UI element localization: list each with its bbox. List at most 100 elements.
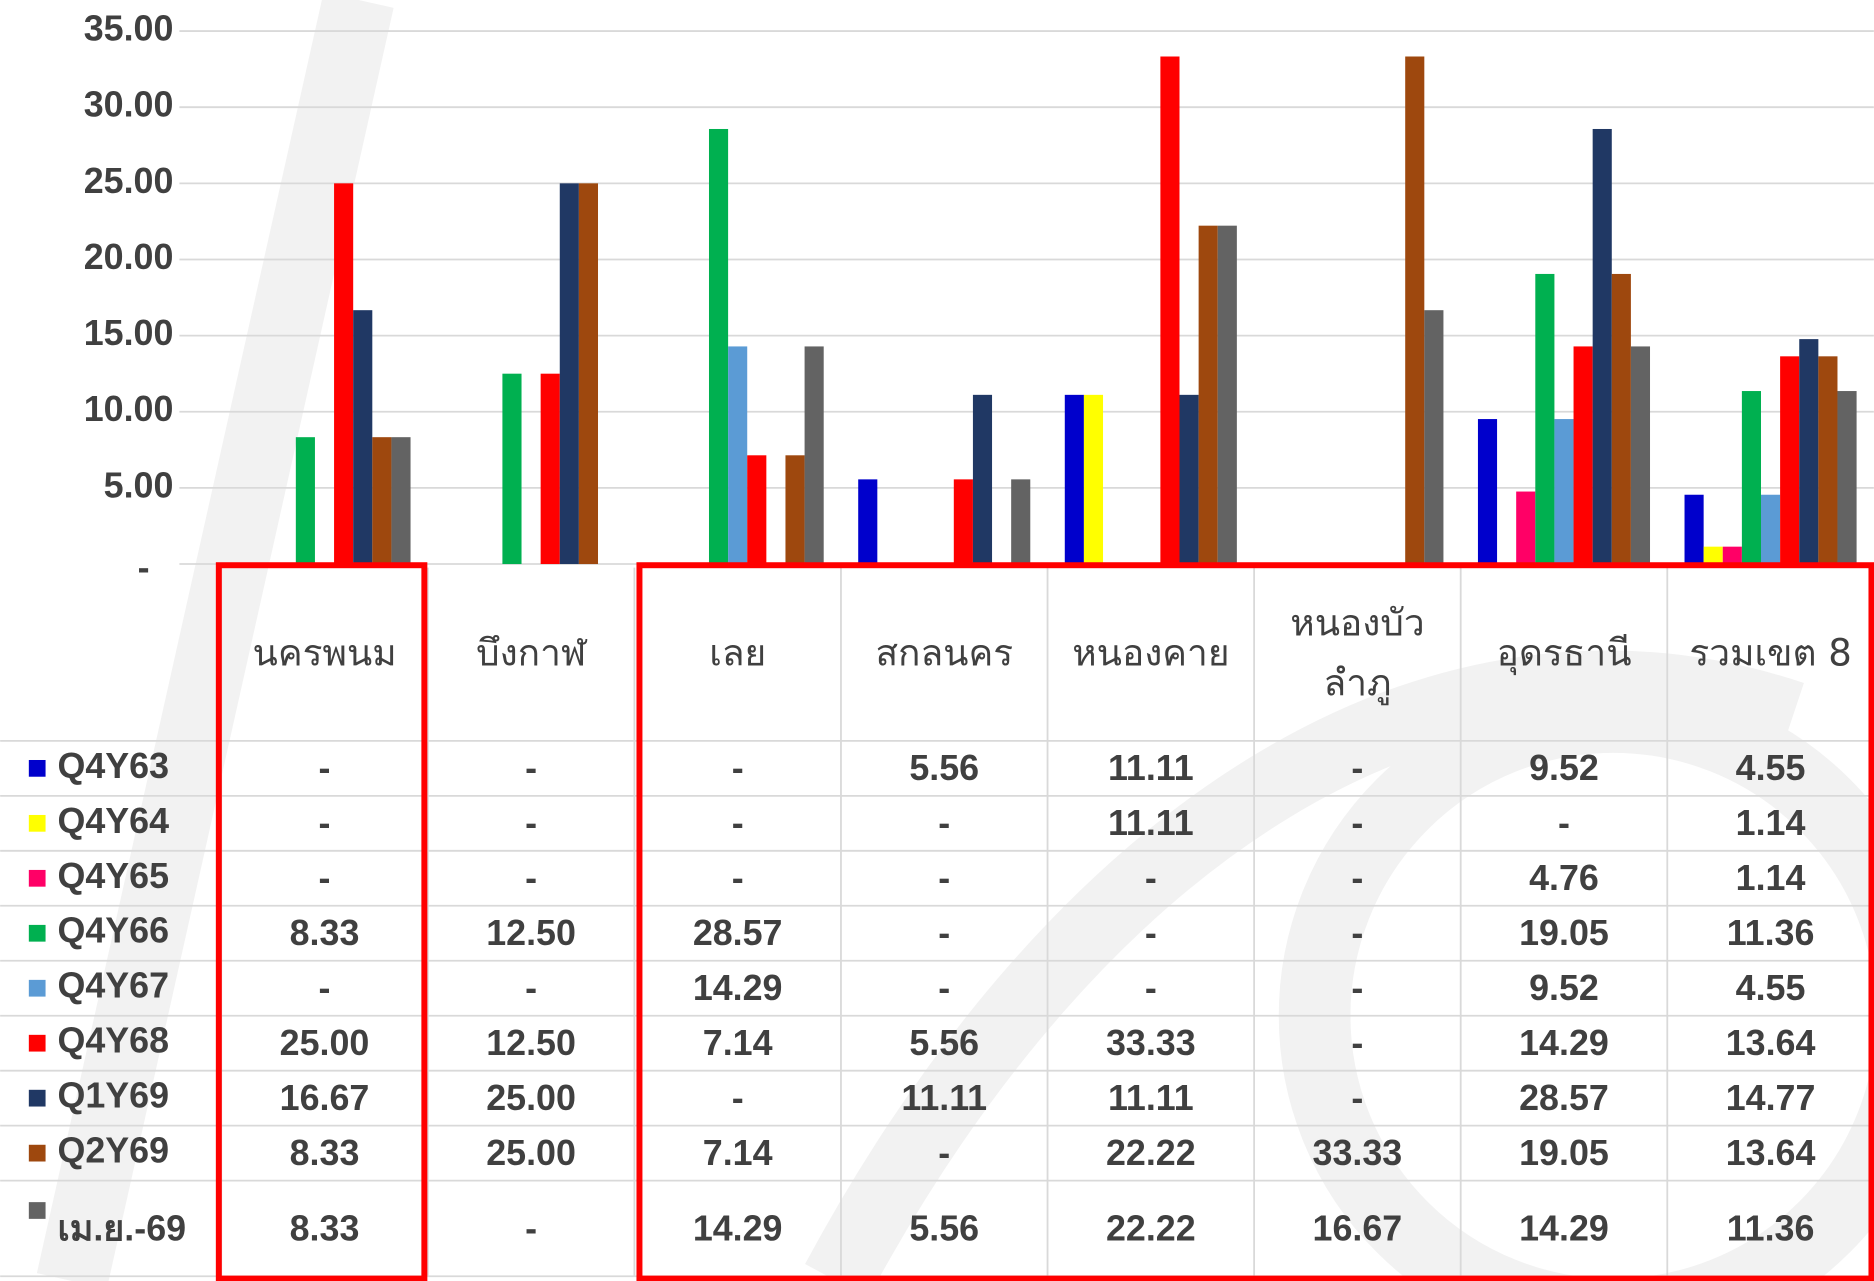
table-cell: - (732, 748, 744, 788)
y-tick-label: - (138, 547, 150, 587)
bar (1761, 494, 1781, 565)
table-cell: 8.33 (290, 1208, 360, 1248)
legend-swatch (28, 1202, 46, 1219)
bar (1780, 356, 1800, 565)
table-cell: 4.55 (1736, 748, 1806, 788)
table-cell: - (1351, 748, 1363, 788)
column-header: นครพนม (252, 631, 397, 675)
table-cell: 19.05 (1519, 913, 1609, 953)
bar (1818, 356, 1838, 565)
table-cell: 8.33 (290, 1133, 360, 1173)
y-tick-label: 5.00 (104, 465, 174, 505)
bar (804, 346, 824, 565)
table-cell: 33.33 (1106, 1023, 1196, 1063)
column-header: สกลนคร (875, 631, 1014, 675)
table-cell: 13.64 (1726, 1133, 1816, 1173)
table-cell: 11.11 (1108, 1078, 1194, 1118)
bar (1477, 419, 1498, 565)
bar (1554, 419, 1574, 565)
y-tick-label: 30.00 (84, 85, 174, 125)
table-cell: 5.56 (909, 748, 979, 788)
column-header: อุดรธานี (1496, 631, 1632, 675)
bar (334, 183, 354, 565)
table-cell: 33.33 (1313, 1133, 1403, 1173)
table-cell: 13.64 (1726, 1023, 1816, 1063)
legend-label: เม.ย.-69 (58, 1208, 187, 1248)
column-header-box: นครพนม (252, 631, 397, 675)
column-header-box: สกลนคร (875, 631, 1014, 675)
bar (372, 437, 392, 565)
table-cell: - (525, 748, 537, 788)
column-header-box: หนองคาย (1072, 631, 1230, 675)
table-cell: - (732, 858, 744, 898)
legend-swatch (28, 1144, 46, 1162)
table-cell: 12.50 (486, 1023, 576, 1063)
y-tick-label: 35.00 (84, 9, 174, 49)
bar (785, 455, 805, 565)
table-cell: - (938, 968, 950, 1008)
legend-swatch (28, 759, 46, 777)
table-cell: - (1351, 803, 1363, 843)
table-cell: 7.14 (703, 1133, 773, 1173)
table-cell: 1.14 (1736, 858, 1806, 898)
table-cell: 25.00 (486, 1078, 576, 1118)
legend-swatch (28, 924, 46, 942)
table-cell: 11.36 (1727, 913, 1815, 953)
table-cell: 12.50 (486, 913, 576, 953)
bar (747, 455, 767, 565)
bar (858, 479, 878, 565)
bar (1160, 56, 1180, 565)
table-cell: 11.36 (1727, 1208, 1815, 1248)
bar (1573, 346, 1593, 565)
table-cell: - (525, 803, 537, 843)
table-cell: - (938, 803, 950, 843)
table-cell: - (319, 803, 331, 843)
column-header: หนองบัว ลำภู (1290, 602, 1425, 705)
table-cell: - (525, 858, 537, 898)
table-cell: - (525, 968, 537, 1008)
column-header: บึงกาฬ (476, 631, 587, 675)
table-cell: - (525, 1208, 537, 1248)
bar (1424, 310, 1444, 565)
table-cell: 1.14 (1736, 803, 1806, 843)
bar (972, 394, 993, 565)
table-cell: - (1351, 913, 1363, 953)
column-header-box: อุดรธานี (1496, 631, 1632, 675)
table-cell: - (938, 913, 950, 953)
bar (1535, 273, 1555, 565)
bar (708, 128, 729, 565)
table-cell: 28.57 (1519, 1078, 1609, 1118)
y-tick-label: 25.00 (84, 161, 174, 201)
column-header-box: รวมเขต 8 (1689, 631, 1852, 675)
table-cell: 7.14 (703, 1023, 773, 1063)
column-header-box: บึงกาฬ (476, 631, 587, 675)
table-cell: 25.00 (280, 1023, 370, 1063)
table-cell: 28.57 (693, 913, 783, 953)
table-cell: 25.00 (486, 1133, 576, 1173)
table-cell: - (938, 1133, 950, 1173)
table-cell: - (1145, 858, 1157, 898)
legend-label: Q4Y64 (58, 801, 170, 841)
table-cell: - (1351, 1023, 1363, 1063)
column-header: รวมเขต 8 (1689, 631, 1852, 675)
table-cell: 22.22 (1106, 1208, 1196, 1248)
bar (1217, 225, 1237, 565)
highlight-box (636, 562, 1874, 1281)
table-cell: 16.67 (280, 1078, 370, 1118)
bar (1179, 394, 1199, 565)
bar (540, 373, 560, 565)
bar (1064, 394, 1084, 565)
legend-swatch (28, 1034, 46, 1052)
bar (1722, 546, 1742, 565)
bar (1799, 339, 1819, 565)
table-cell: 11.11 (901, 1078, 987, 1118)
bar (502, 373, 522, 565)
column-header: หนองคาย (1072, 631, 1230, 675)
table-cell: - (732, 1078, 744, 1118)
legend-label: Q4Y66 (58, 911, 170, 951)
legend-swatch (28, 979, 46, 997)
table-cell: 4.76 (1529, 858, 1599, 898)
table-cell: 14.29 (693, 1208, 783, 1248)
table-cell: 19.05 (1519, 1133, 1609, 1173)
